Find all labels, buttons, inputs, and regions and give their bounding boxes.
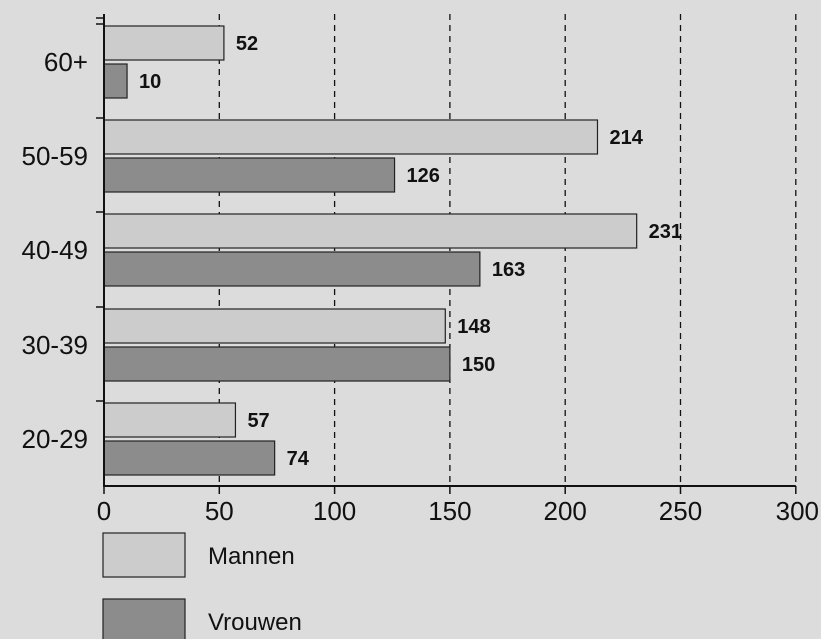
legend-swatch-vrouwen — [102, 598, 186, 639]
bar-vrouwen — [103, 440, 276, 476]
category-label: 50-59 — [22, 141, 89, 171]
bar-vrouwen — [103, 251, 481, 287]
value-label: 148 — [457, 316, 490, 338]
x-tick-label: 100 — [313, 496, 356, 526]
value-label: 150 — [462, 354, 495, 376]
value-label: 74 — [287, 448, 310, 470]
x-tick-labels: 0 50 100 150 200 250 300 — [97, 496, 819, 526]
legend-swatch-mannen — [102, 532, 186, 578]
bar-mannen — [103, 119, 599, 155]
bar-vrouwen — [103, 346, 451, 382]
value-label: 126 — [407, 165, 440, 187]
value-labels: 52 10 214 126 231 163 148 150 57 74 — [139, 33, 682, 470]
legend: Mannen Vrouwen — [102, 532, 302, 639]
category-labels: 60+ 50-59 40-49 30-39 20-29 — [22, 47, 89, 454]
legend-label-vrouwen: Vrouwen — [208, 609, 302, 636]
value-label: 10 — [139, 71, 161, 93]
value-label: 52 — [236, 33, 258, 55]
x-tick-label: 250 — [659, 496, 702, 526]
x-tick-label: 50 — [205, 496, 234, 526]
bar-mannen — [103, 213, 638, 249]
axes — [96, 14, 797, 494]
category-label: 30-39 — [22, 330, 89, 360]
x-tick-label: 150 — [428, 496, 471, 526]
legend-label-mannen: Mannen — [208, 543, 295, 570]
value-label: 231 — [649, 221, 682, 243]
category-label: 60+ — [44, 47, 88, 77]
category-label: 20-29 — [22, 424, 89, 454]
value-label: 163 — [492, 259, 525, 281]
value-label: 214 — [609, 127, 643, 149]
bar-vrouwen — [103, 157, 396, 193]
bar-mannen — [103, 25, 225, 61]
x-tick-label: 0 — [97, 496, 111, 526]
bar-mannen — [103, 402, 237, 438]
bar-mannen — [103, 308, 446, 344]
x-tick-label: 300 — [776, 496, 819, 526]
value-label: 57 — [247, 410, 269, 432]
bar-vrouwen — [103, 63, 128, 99]
category-label: 40-49 — [22, 235, 89, 265]
x-tick-label: 200 — [544, 496, 587, 526]
grid-lines — [218, 14, 797, 486]
bars — [103, 25, 638, 476]
